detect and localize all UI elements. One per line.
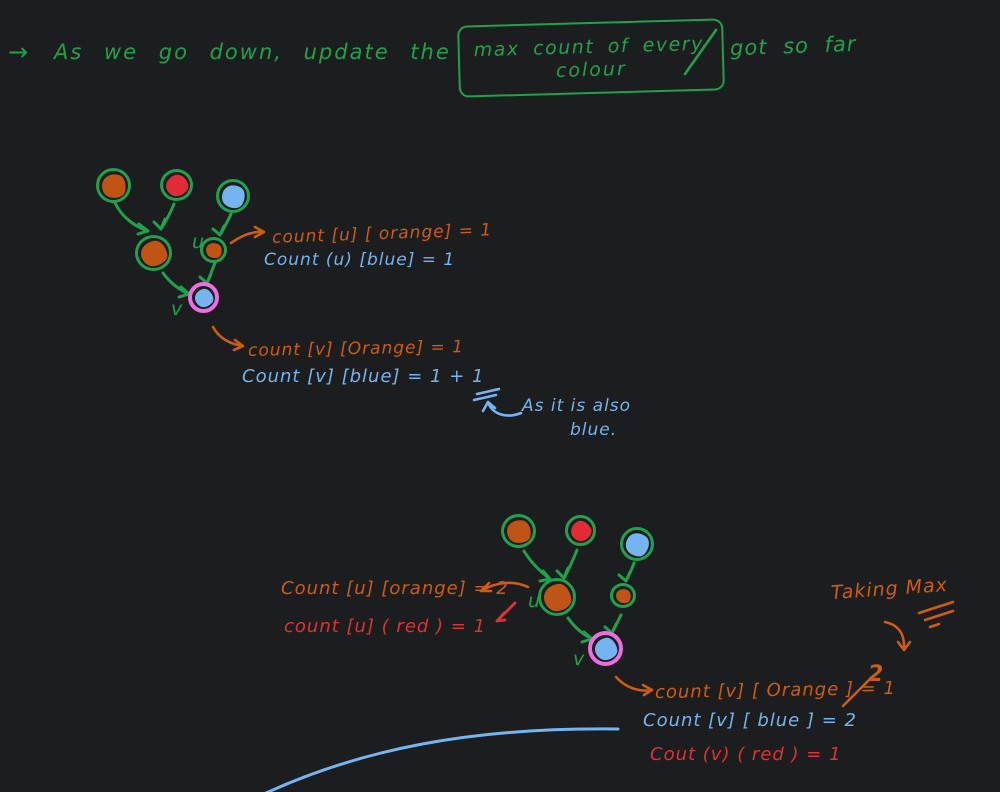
orange-scribble <box>138 238 169 268</box>
tree2-node-v <box>588 631 623 666</box>
orange-scribble <box>203 239 224 261</box>
count-v-orange-new-value: 2 <box>868 662 885 687</box>
tree1-node-v <box>188 282 219 313</box>
taking-max-down-arrow <box>883 620 912 652</box>
blue-scribble <box>192 286 215 309</box>
arrow-v2-to-count-text <box>614 675 654 697</box>
red-scribble <box>566 516 595 545</box>
count-v-blue-note-2: Count [v] [ blue ] = 2 <box>643 710 857 731</box>
count-v-red-note: Cout (v) ( red ) = 1 <box>650 744 842 765</box>
count-u-blue-note: Count (u) [blue] = 1 <box>264 250 456 270</box>
highlight-box: max count of every colour <box>457 18 725 98</box>
tree2-label-u: u <box>528 590 542 612</box>
tree1-arrow-mid-to-v <box>161 271 191 299</box>
arrow-u1-to-count-text <box>229 225 266 245</box>
tree1-node-orange-mid <box>135 235 172 271</box>
count-v-orange-note: count [v] [Orange] = 1 <box>247 337 465 361</box>
red-scribble <box>162 171 191 199</box>
tree2-node-orange-mid <box>610 583 636 608</box>
bottom-blue-curve <box>264 727 620 792</box>
tree1-label-v: v <box>171 298 184 320</box>
orange-scribble <box>505 517 532 545</box>
blue-scribble <box>217 180 249 212</box>
tree1-arrow-blue-to-u <box>211 212 233 237</box>
tree2-node-u <box>538 578 576 616</box>
tree2-label-v: v <box>573 648 586 670</box>
count-u-orange-note-2: Count [u] [orange] = 2 <box>281 578 509 599</box>
tree1-node-red-top <box>160 169 193 201</box>
aside-curved-arrow <box>481 400 523 417</box>
count-v-orange-note-2: count [v] [ Orange ] = 1 <box>655 678 896 703</box>
tree1-node-blue-top <box>216 179 250 213</box>
tree2-arrow-red-to-u <box>555 548 579 580</box>
heading-tail: got so far <box>729 31 857 61</box>
count-u-orange-note: count [u] [ orange] = 1 <box>271 220 493 248</box>
arrow-to-count-v1-text <box>211 325 245 352</box>
double-underline-one <box>472 387 501 402</box>
red-arrow-near-u2 <box>495 601 517 623</box>
orange-scribble <box>542 582 572 612</box>
taking-max-underline <box>917 600 955 629</box>
taking-max-note: Taking Max <box>830 573 949 605</box>
tree2-node-blue-top <box>620 527 654 561</box>
tree1-arrow-orange-to-mid <box>113 201 150 236</box>
tree1-arrow-u-to-v <box>198 261 217 285</box>
blue-scribble <box>620 527 654 561</box>
aside-note-line1: As it is also <box>522 396 632 416</box>
tree1-arrow-red-to-mid <box>152 202 176 231</box>
tree1-label-u: u <box>192 231 206 253</box>
tree2-arrow-orange-to-u <box>522 549 552 583</box>
orange-scribble <box>98 170 129 201</box>
tree1-node-u <box>200 237 227 263</box>
tree2-arrow-u-to-v <box>566 616 594 644</box>
heading-text: As we go down, update the <box>54 40 451 64</box>
count-v-orange-text: count [v] [ Orange ] = <box>654 678 877 704</box>
tree2-node-orange-top <box>501 514 536 548</box>
tree1-node-orange-top <box>96 168 131 203</box>
tree2-arrow-blue-to-mid <box>617 561 636 583</box>
heading-lead-arrow: → <box>8 38 30 66</box>
tree2-node-red-top <box>565 515 596 546</box>
count-v-blue-note: Count [v] [blue] = 1 + 1 <box>242 366 485 387</box>
count-u-red-note: count [u] ( red ) = 1 <box>284 616 487 637</box>
blue-scribble <box>592 635 619 662</box>
aside-note-line2: blue. <box>570 420 618 440</box>
count-v-orange-old-value: 1 <box>883 677 897 700</box>
orange-scribble <box>613 586 633 605</box>
